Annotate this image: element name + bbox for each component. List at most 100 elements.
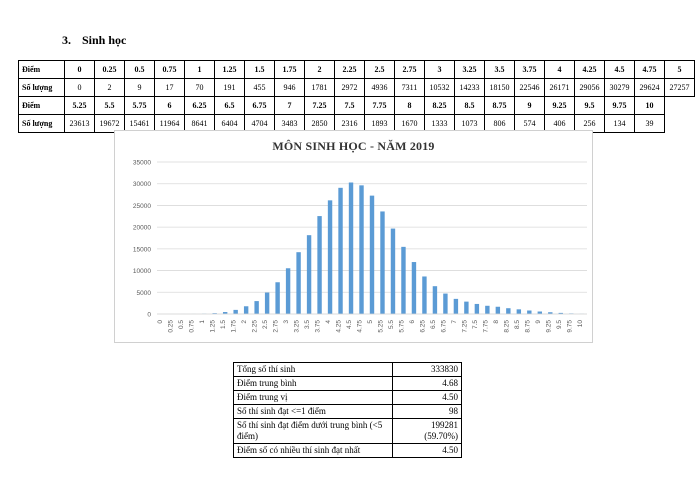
stats-row: Điểm số có nhiều thí sinh đạt nhất 4.50 bbox=[233, 443, 462, 458]
x-tick-label: 7.5 bbox=[472, 320, 479, 329]
x-tick-label: 8.75 bbox=[524, 320, 531, 333]
bar bbox=[422, 276, 427, 314]
x-tick-label: 2.25 bbox=[252, 320, 259, 333]
bar bbox=[233, 309, 238, 314]
bar bbox=[254, 301, 259, 314]
table-cell: 30279 bbox=[604, 78, 635, 97]
bar bbox=[485, 305, 490, 314]
table-cell: 9 bbox=[514, 96, 545, 115]
count-row: Số lượng 23613 19672 15461 11964 8641 6404 4704… bbox=[18, 114, 695, 133]
bar bbox=[222, 312, 228, 314]
stat-value: 4.50 bbox=[392, 443, 462, 458]
bar bbox=[296, 252, 301, 314]
bar bbox=[474, 303, 480, 314]
bar bbox=[306, 235, 312, 314]
table-cell: 0.5 bbox=[124, 60, 155, 79]
x-tick-label: 0 bbox=[157, 320, 164, 324]
x-tick-label: 6.75 bbox=[440, 320, 447, 333]
table-cell: 134 bbox=[604, 114, 635, 133]
table-cell: 27257 bbox=[664, 78, 695, 97]
x-tick-label: 2 bbox=[241, 320, 248, 324]
table-cell: 946 bbox=[274, 78, 305, 97]
chart-title: MÔN SINH HỌC - NĂM 2019 bbox=[272, 139, 435, 153]
table-cell: 7.5 bbox=[334, 96, 365, 115]
table-cell: 9.25 bbox=[544, 96, 575, 115]
table-cell: 6.75 bbox=[244, 96, 275, 115]
x-tick-label: 6.5 bbox=[430, 320, 437, 329]
x-tick-label: 9.25 bbox=[545, 320, 552, 333]
table-cell: 8.75 bbox=[484, 96, 515, 115]
y-tick-label: 15000 bbox=[133, 246, 151, 253]
table-cell: 7311 bbox=[394, 78, 425, 97]
x-tick-label: 7 bbox=[451, 320, 458, 324]
table-cell: 8 bbox=[394, 96, 425, 115]
table-cell: 4.75 bbox=[634, 60, 665, 79]
table-cell: 7 bbox=[274, 96, 305, 115]
table-cell: 3.75 bbox=[514, 60, 545, 79]
y-tick-label: 10000 bbox=[133, 268, 151, 275]
bar bbox=[401, 246, 406, 314]
row-label: Số lượng bbox=[18, 114, 65, 133]
table-cell: 3.5 bbox=[484, 60, 515, 79]
x-tick-label: 2.5 bbox=[262, 320, 269, 329]
stat-value: 4.68 bbox=[392, 376, 462, 391]
section-number: 3. bbox=[62, 33, 71, 47]
table-cell: 3.25 bbox=[454, 60, 485, 79]
table-cell: 7.25 bbox=[304, 96, 335, 115]
bar bbox=[548, 312, 553, 314]
x-tick-label: 0.25 bbox=[168, 320, 175, 333]
table-cell: 17 bbox=[154, 78, 185, 97]
table-cell: 14233 bbox=[454, 78, 485, 97]
x-tick-label: 9 bbox=[535, 320, 542, 324]
table-cell: 1.25 bbox=[214, 60, 245, 79]
table-cell: 9 bbox=[124, 78, 155, 97]
bar bbox=[558, 312, 563, 314]
stats-row: Điểm trung vị 4.50 bbox=[233, 390, 462, 405]
bar bbox=[275, 282, 280, 314]
table-cell: 191 bbox=[214, 78, 245, 97]
table-cell: 8.25 bbox=[424, 96, 455, 115]
bar bbox=[390, 228, 396, 314]
bar bbox=[506, 308, 511, 314]
summary-stats-table: Tổng số thí sinh 333830 Điểm trung bình 4.6… bbox=[233, 362, 462, 458]
table-cell: 0.75 bbox=[154, 60, 185, 79]
stats-row: Tổng số thí sinh 333830 bbox=[233, 362, 462, 377]
x-tick-label: 4.5 bbox=[346, 320, 353, 329]
table-cell: 2 bbox=[304, 60, 335, 79]
table-cell: 5 bbox=[664, 60, 695, 79]
x-tick-label: 4 bbox=[325, 320, 332, 324]
stat-value: 98 bbox=[392, 404, 462, 419]
x-tick-label: 9.75 bbox=[566, 320, 573, 333]
bar bbox=[264, 292, 270, 314]
table-cell: 2.25 bbox=[334, 60, 365, 79]
x-tick-label: 9.5 bbox=[556, 320, 563, 329]
bar bbox=[359, 185, 364, 314]
x-tick-label: 1.25 bbox=[210, 320, 217, 333]
table-cell: 22546 bbox=[514, 78, 545, 97]
x-tick-label: 6.25 bbox=[419, 320, 426, 333]
table-cell: 9.5 bbox=[574, 96, 605, 115]
table-cell: 4 bbox=[544, 60, 575, 79]
score-row: Điểm 5.25 5.5 5.75 6 6.25 6.5 6.75 7 7.25 7.5 7.75 8… bbox=[18, 96, 695, 115]
stat-label: Số thí sinh đạt điểm dưới trung bình (<5… bbox=[233, 418, 393, 444]
table-cell: 29056 bbox=[574, 78, 605, 97]
row-label: Điểm bbox=[18, 60, 65, 79]
table-cell: 9.75 bbox=[604, 96, 635, 115]
x-tick-label: 10 bbox=[577, 320, 584, 328]
table-cell: 0 bbox=[64, 78, 95, 97]
x-tick-label: 8.5 bbox=[514, 320, 521, 329]
table-cell: 6.5 bbox=[214, 96, 245, 115]
table-cell: 455 bbox=[244, 78, 275, 97]
bar bbox=[369, 195, 375, 314]
bar bbox=[537, 311, 543, 314]
y-tick-label: 25000 bbox=[133, 203, 151, 210]
table-cell: 1781 bbox=[304, 78, 335, 97]
count-row: Số lượng 0 2 9 17 70 191 455 946 1781 2972 4936 7311… bbox=[18, 78, 695, 97]
x-tick-label: 5.25 bbox=[377, 320, 384, 333]
bar bbox=[348, 182, 354, 314]
y-tick-label: 5000 bbox=[137, 290, 152, 297]
stats-row: Số thí sinh đạt điểm dưới trung bình (<5… bbox=[233, 418, 462, 444]
table-cell: 4.5 bbox=[604, 60, 635, 79]
bar bbox=[338, 187, 343, 314]
table-cell: 2 bbox=[94, 78, 125, 97]
